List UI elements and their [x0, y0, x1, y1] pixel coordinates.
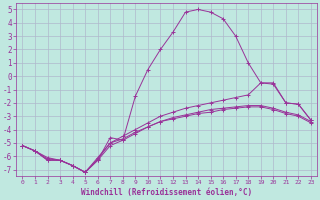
X-axis label: Windchill (Refroidissement éolien,°C): Windchill (Refroidissement éolien,°C) — [81, 188, 252, 197]
